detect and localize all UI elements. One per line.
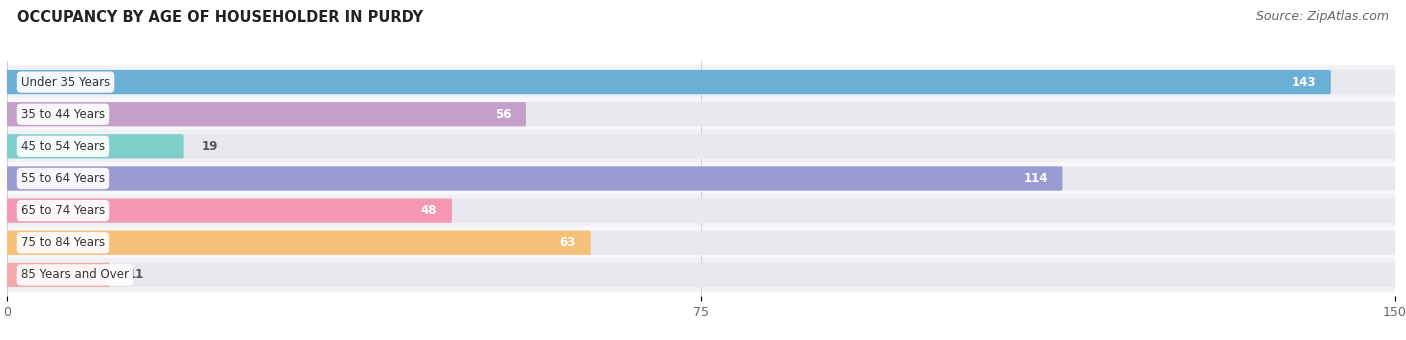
FancyBboxPatch shape bbox=[7, 194, 1395, 227]
FancyBboxPatch shape bbox=[6, 70, 1331, 94]
FancyBboxPatch shape bbox=[6, 166, 1396, 191]
FancyBboxPatch shape bbox=[6, 134, 184, 158]
FancyBboxPatch shape bbox=[6, 102, 526, 126]
FancyBboxPatch shape bbox=[6, 102, 1396, 126]
FancyBboxPatch shape bbox=[6, 263, 110, 287]
Text: Source: ZipAtlas.com: Source: ZipAtlas.com bbox=[1256, 10, 1389, 23]
Text: Under 35 Years: Under 35 Years bbox=[21, 75, 110, 89]
FancyBboxPatch shape bbox=[7, 226, 1395, 259]
Text: 56: 56 bbox=[495, 108, 512, 121]
Text: 35 to 44 Years: 35 to 44 Years bbox=[21, 108, 105, 121]
FancyBboxPatch shape bbox=[6, 263, 1396, 287]
FancyBboxPatch shape bbox=[7, 130, 1395, 163]
FancyBboxPatch shape bbox=[6, 199, 1396, 223]
Text: OCCUPANCY BY AGE OF HOUSEHOLDER IN PURDY: OCCUPANCY BY AGE OF HOUSEHOLDER IN PURDY bbox=[17, 10, 423, 25]
FancyBboxPatch shape bbox=[6, 70, 1396, 94]
Text: 48: 48 bbox=[420, 204, 437, 217]
Text: 19: 19 bbox=[201, 140, 218, 153]
Text: 45 to 54 Years: 45 to 54 Years bbox=[21, 140, 105, 153]
Text: 85 Years and Over: 85 Years and Over bbox=[21, 268, 129, 282]
FancyBboxPatch shape bbox=[6, 231, 1396, 255]
Text: 63: 63 bbox=[560, 236, 576, 249]
FancyBboxPatch shape bbox=[6, 134, 1396, 158]
FancyBboxPatch shape bbox=[6, 166, 1063, 191]
Text: 55 to 64 Years: 55 to 64 Years bbox=[21, 172, 105, 185]
FancyBboxPatch shape bbox=[6, 231, 591, 255]
Text: 11: 11 bbox=[128, 268, 143, 282]
Text: 65 to 74 Years: 65 to 74 Years bbox=[21, 204, 105, 217]
Text: 143: 143 bbox=[1292, 75, 1316, 89]
FancyBboxPatch shape bbox=[6, 199, 451, 223]
Text: 75 to 84 Years: 75 to 84 Years bbox=[21, 236, 105, 249]
FancyBboxPatch shape bbox=[7, 258, 1395, 292]
FancyBboxPatch shape bbox=[7, 98, 1395, 131]
FancyBboxPatch shape bbox=[7, 162, 1395, 195]
Text: 114: 114 bbox=[1024, 172, 1047, 185]
FancyBboxPatch shape bbox=[7, 65, 1395, 99]
